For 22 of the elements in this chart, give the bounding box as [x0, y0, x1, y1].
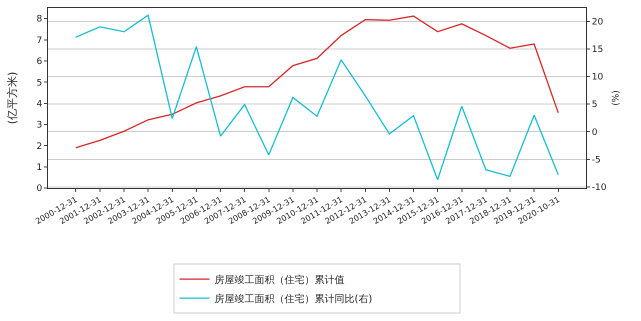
y-tick-label: 7	[36, 36, 42, 46]
y2-tick-label: 20	[592, 17, 604, 28]
y-tick-label: 4	[36, 99, 42, 110]
y2-tick-label: 15	[592, 45, 604, 56]
y2-tick-label: 0	[592, 128, 598, 138]
y-tick-label: 2	[36, 142, 42, 152]
y-tick-label: 0	[36, 184, 42, 194]
y-axis-title: (亿平方米)	[6, 72, 19, 124]
line-series	[75, 15, 559, 148]
y2-axis-title: (%)	[612, 90, 622, 106]
y2-tick-label: -5	[592, 155, 601, 166]
legend-label: 房屋竣工面积（住宅）累计同比(右)	[214, 293, 372, 305]
y2-tick-label: -10	[592, 183, 607, 194]
y-tick-label: 3	[36, 120, 42, 131]
y-tick-label: 8	[36, 14, 42, 25]
y-tick-label: 5	[36, 78, 42, 88]
y-tick-label: 6	[36, 57, 42, 68]
y2-tick-label: 5	[592, 100, 598, 110]
y2-tick-label: 10	[592, 72, 604, 83]
y-tick-label: 1	[36, 162, 42, 173]
legend-label: 房屋竣工面积（住宅）累计值	[214, 274, 344, 286]
line-series	[75, 14, 559, 180]
